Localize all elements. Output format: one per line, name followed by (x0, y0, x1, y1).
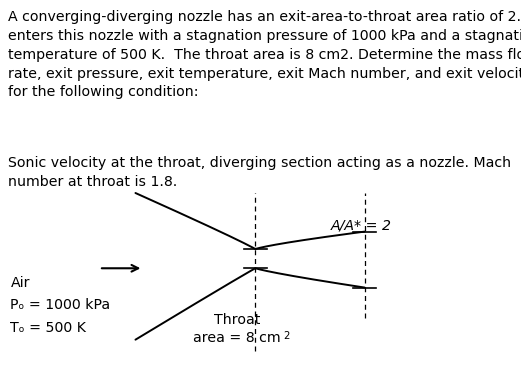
Text: Sonic velocity at the throat, diverging section acting as a nozzle. Mach
number : Sonic velocity at the throat, diverging … (8, 156, 511, 189)
Text: 2: 2 (283, 331, 289, 341)
Text: area = 8 cm: area = 8 cm (193, 332, 281, 345)
Text: Air: Air (10, 276, 30, 290)
Text: A/A* = 2: A/A* = 2 (331, 218, 392, 232)
Text: Tₒ = 500 K: Tₒ = 500 K (10, 321, 86, 335)
Text: Throat: Throat (214, 313, 260, 327)
Text: A converging-diverging nozzle has an exit-area-to-throat area ratio of 2.  Air
e: A converging-diverging nozzle has an exi… (8, 10, 521, 100)
Text: Pₒ = 1000 kPa: Pₒ = 1000 kPa (10, 298, 110, 312)
